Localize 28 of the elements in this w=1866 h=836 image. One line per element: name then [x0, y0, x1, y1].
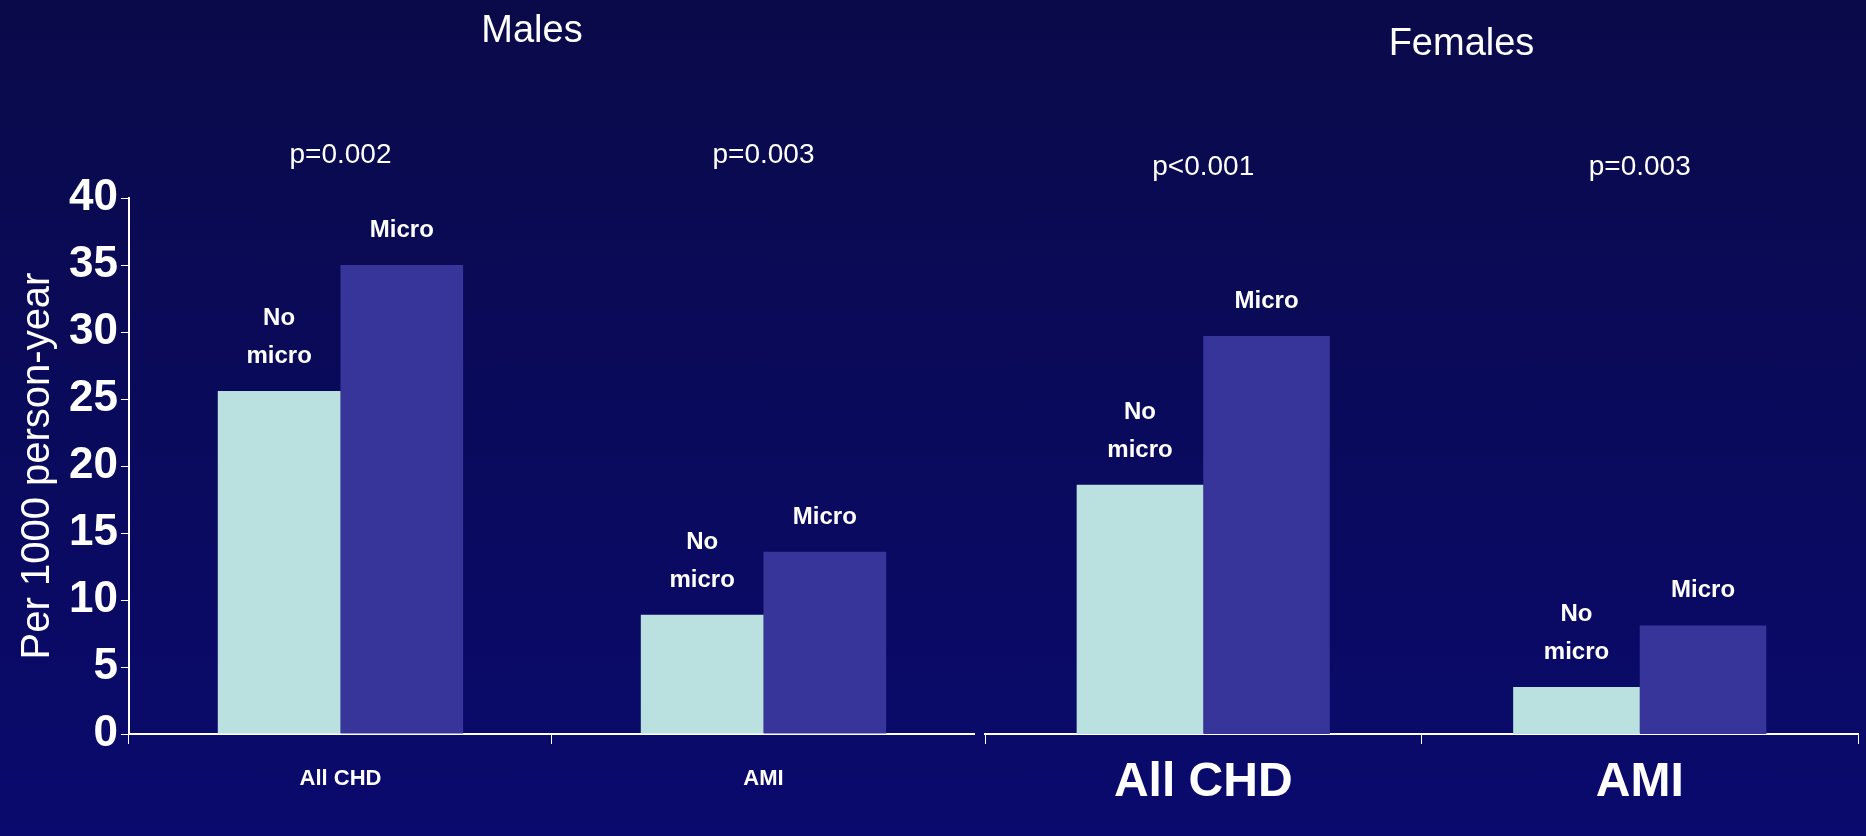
x-tick-label: AMI [743, 765, 784, 791]
text: p=0.002 [289, 138, 392, 169]
text: p<0.001 [1152, 150, 1255, 181]
text: No micro [669, 526, 735, 592]
text: No micro [1543, 599, 1610, 665]
y-tick-label: 35 [68, 237, 118, 287]
series-label: Micro [1234, 286, 1299, 314]
y-tick-label: 30 [68, 304, 118, 354]
y-tick-label: 40 [68, 170, 118, 220]
y-tick-label: 0 [93, 706, 118, 756]
series-label: No micro [1107, 396, 1173, 462]
y-tick-label: 15 [68, 505, 118, 555]
y-tick-label: 10 [68, 572, 118, 622]
text: Micro [792, 501, 857, 529]
y-tick-label: 25 [68, 371, 118, 421]
y-tick-label: 5 [93, 639, 118, 689]
text: Micro [1671, 575, 1736, 603]
series-label: Micro [369, 215, 434, 242]
y-axis-title: Per 1000 person-year [13, 272, 58, 660]
series-label: No micro [246, 302, 312, 368]
text: p=0.003 [1588, 150, 1691, 181]
text: p=0.003 [712, 138, 815, 169]
x-tick-label: AMI [1595, 753, 1684, 807]
x-tick-label: All CHD [299, 765, 382, 791]
y-tick-label: 20 [68, 438, 118, 488]
x-tick-label: All CHD [1113, 753, 1293, 807]
chart-title: Females [1388, 21, 1535, 63]
chart-title: Males [481, 8, 583, 50]
